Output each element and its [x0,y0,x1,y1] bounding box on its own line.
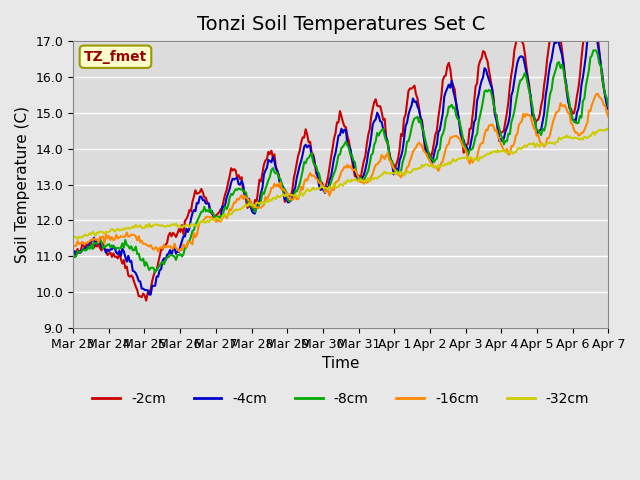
Text: TZ_fmet: TZ_fmet [84,50,147,64]
Title: Tonzi Soil Temperatures Set C: Tonzi Soil Temperatures Set C [196,15,485,34]
Y-axis label: Soil Temperature (C): Soil Temperature (C) [15,106,30,263]
Legend: -2cm, -4cm, -8cm, -16cm, -32cm: -2cm, -4cm, -8cm, -16cm, -32cm [86,386,595,412]
X-axis label: Time: Time [322,356,360,372]
